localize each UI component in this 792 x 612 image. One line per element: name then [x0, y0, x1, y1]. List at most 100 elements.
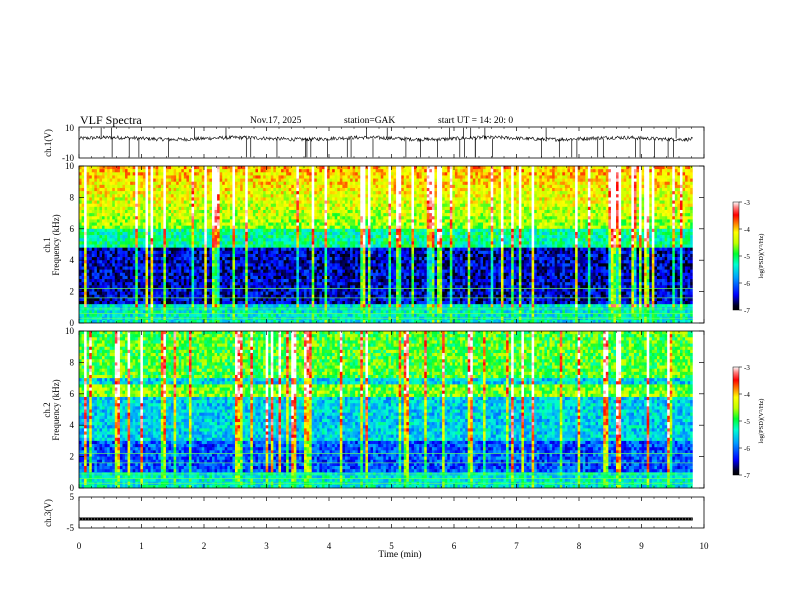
spectrogram-cell — [160, 294, 164, 299]
spectrogram-cell — [306, 206, 310, 211]
spectrogram-cell — [211, 241, 215, 245]
spectrogram-cell — [137, 225, 141, 230]
spectrogram-cell — [324, 219, 328, 223]
spectrogram-cell — [84, 263, 87, 267]
spectrogram-cell — [286, 266, 289, 270]
spectrogram-cell — [245, 310, 249, 314]
spectrogram-cell — [324, 187, 328, 192]
spectrogram-cell — [135, 260, 139, 264]
spectrogram-cell — [265, 222, 269, 226]
spectrogram-cell — [125, 191, 128, 195]
spectrogram-cell — [158, 275, 162, 280]
spectrogram-cell — [260, 181, 264, 186]
spectrogram-cell — [283, 222, 287, 226]
spectrogram-cell — [102, 263, 105, 267]
spectrogram-cell — [163, 266, 167, 270]
spectrogram-cell — [104, 235, 108, 239]
spectrogram-cell — [132, 178, 136, 182]
spectrogram-cell — [321, 247, 325, 252]
spectrogram-cell — [158, 166, 162, 170]
spectrogram-cell — [171, 235, 174, 239]
spectrogram-cell — [260, 206, 264, 211]
spectrogram-cell — [240, 213, 243, 217]
spectrogram-cell — [94, 169, 98, 173]
spectrogram-cell — [186, 181, 190, 186]
spectrogram-cell — [188, 301, 192, 305]
spectrogram-cell — [201, 222, 205, 226]
spectrogram-cell — [273, 178, 277, 182]
spectrogram-cell — [286, 178, 289, 182]
spectrogram-cell — [104, 257, 108, 261]
spectrogram-cell — [158, 297, 162, 302]
spectrogram-cell — [252, 304, 256, 308]
spectrogram-cell — [194, 257, 197, 261]
spectrogram-cell — [186, 313, 190, 318]
spectrogram-cell — [188, 257, 192, 261]
spectrogram-cell — [219, 279, 223, 283]
spectrogram-cell — [145, 272, 149, 277]
spectrogram-cell — [194, 209, 197, 214]
spectrogram-cell — [173, 191, 177, 195]
spectrogram-cell — [127, 184, 131, 189]
spectrogram-cell — [135, 194, 139, 198]
spectrogram-cell — [227, 297, 231, 302]
spectrogram-cell — [327, 260, 330, 264]
spectrogram-cell — [324, 209, 328, 214]
spectrogram-cell — [140, 191, 144, 195]
spectrogram-cell — [291, 279, 295, 283]
spectrogram-cell — [107, 238, 110, 242]
spectrogram-cell — [178, 310, 182, 314]
spectrogram-cell — [114, 216, 118, 220]
spectrogram-cell — [114, 228, 118, 233]
spectrogram-cell — [258, 313, 261, 318]
spectrogram-cell — [168, 310, 172, 314]
spectrogram-cell — [329, 288, 333, 292]
spectrogram-cell — [176, 200, 180, 204]
spectrogram-cell — [242, 213, 246, 217]
spectrogram-cell — [234, 272, 238, 277]
spectrogram-cell — [304, 231, 307, 236]
spectrogram-cell — [109, 213, 113, 217]
spectrogram-cell — [260, 169, 264, 173]
spectrogram-cell — [278, 269, 282, 274]
spectrogram-cell — [232, 244, 236, 248]
spectrogram-cell — [227, 291, 231, 296]
spectrogram-cell — [137, 231, 141, 236]
spectrogram-cell — [258, 228, 261, 233]
spectrogram-cell — [275, 200, 279, 204]
spectrogram-cell — [304, 310, 307, 314]
spectrogram-cell — [86, 197, 90, 201]
spectrogram-cell — [314, 279, 318, 283]
spectrogram-cell — [329, 191, 333, 195]
spectrogram-cell — [153, 181, 157, 186]
spectrogram-cell — [183, 250, 187, 255]
spectrogram-cell — [324, 191, 328, 195]
spectrogram-cell — [234, 225, 238, 230]
spectrogram-cell — [245, 235, 249, 239]
spectrogram-cell — [148, 172, 151, 176]
spectrogram-cell — [311, 184, 315, 189]
spectrogram-cell — [191, 187, 195, 192]
spectrogram-cell — [288, 213, 292, 217]
spectrogram-cell — [186, 225, 190, 230]
spectrogram-cell — [327, 191, 330, 195]
spectrogram-cell — [102, 269, 105, 274]
spectrogram-cell — [250, 238, 254, 242]
spectrogram-cell — [158, 282, 162, 286]
spectrogram-cell — [165, 257, 169, 261]
spectrogram-cell — [296, 257, 300, 261]
spectrogram-cell — [150, 191, 154, 195]
spectrogram-cell — [84, 247, 87, 252]
spectrogram-cell — [247, 285, 251, 289]
spectrogram-cell — [214, 285, 218, 289]
spectrogram-cell — [109, 238, 113, 242]
spectrogram-cell — [201, 244, 205, 248]
spectrogram-cell — [250, 169, 254, 173]
spectrogram-cell — [81, 235, 85, 239]
spectrogram-cell — [329, 231, 333, 236]
spectrogram-cell — [286, 184, 289, 189]
spectrogram-cell — [81, 247, 85, 252]
spectrogram-cell — [204, 279, 208, 283]
spectrogram-cell — [112, 203, 116, 208]
spectrogram-cell — [288, 272, 292, 277]
